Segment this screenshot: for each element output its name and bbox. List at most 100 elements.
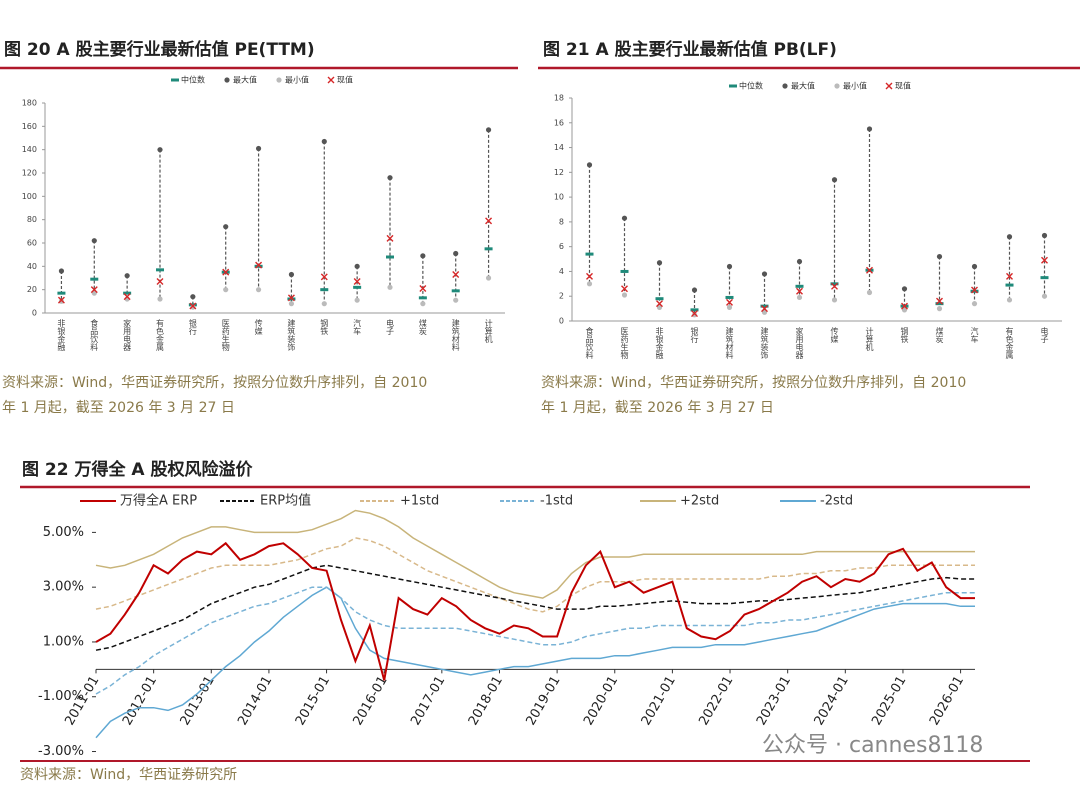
y-tick-label: 40 <box>27 262 37 271</box>
data-point <box>386 255 394 259</box>
category-label: 建筑装饰 <box>760 326 769 360</box>
data-point <box>971 263 978 270</box>
data-point <box>485 217 493 225</box>
category-label: 食品饮料 <box>90 318 99 352</box>
category-label: 钢铁 <box>320 318 329 336</box>
x-tick-label: 2024-01 <box>812 674 852 729</box>
data-point <box>1040 276 1049 280</box>
data-point <box>901 302 908 310</box>
data-point <box>621 285 628 293</box>
x-tick-label: 2014-01 <box>235 674 275 729</box>
category-label: 钢铁 <box>900 326 909 344</box>
data-point <box>320 273 328 281</box>
legend-swatch <box>729 84 737 88</box>
y-tick-label: -3.00% <box>38 744 84 759</box>
legend-swatch <box>834 83 840 89</box>
data-point <box>190 294 196 300</box>
data-point <box>831 282 838 290</box>
data-point <box>586 272 593 280</box>
category-label: 煤炭 <box>935 326 944 344</box>
data-point <box>866 266 873 274</box>
watermark: 公众号 · cannes8118 <box>762 733 983 758</box>
data-point <box>418 296 427 300</box>
source-note: 资料来源：Wind，华西证券研究所，按照分位数升序排列，自 2010 <box>2 375 427 391</box>
category-label: 传媒 <box>254 318 263 336</box>
y-tick-label: 1.00% <box>43 634 84 649</box>
data-point <box>453 250 459 257</box>
data-point <box>1041 256 1048 264</box>
x-tick-label: 2026-01 <box>927 674 967 729</box>
data-point <box>156 268 164 272</box>
data-point <box>585 252 594 256</box>
legend-swatch <box>327 76 335 84</box>
category-label: 煤炭 <box>418 318 427 336</box>
category-label: 家用电器 <box>795 326 804 360</box>
data-point <box>189 302 197 310</box>
category-label: 汽车 <box>970 326 979 344</box>
data-point <box>255 261 263 269</box>
data-point <box>795 284 804 288</box>
y-tick-label: -1.00% <box>38 689 84 704</box>
source-note: 资料来源：Wind，华西证券研究所 <box>20 767 237 783</box>
data-point <box>452 271 460 278</box>
x-tick-label: 2025-01 <box>869 674 909 729</box>
x-tick-label: 2017-01 <box>408 674 448 729</box>
data-point <box>287 294 295 302</box>
x-tick-label: 2016-01 <box>351 674 391 729</box>
x-tick-label: 2013-01 <box>178 674 218 729</box>
category-label: 家用电器 <box>123 318 132 352</box>
data-point <box>621 215 628 221</box>
category-label: 建筑材料 <box>725 326 734 360</box>
legend-swatch <box>782 83 788 89</box>
data-point <box>288 271 295 278</box>
data-point <box>321 301 327 307</box>
data-point <box>223 287 229 293</box>
data-point <box>830 282 839 286</box>
category-label: 医药生物 <box>620 327 629 360</box>
data-point <box>690 308 699 312</box>
data-point <box>255 287 262 293</box>
y-tick-label: 14 <box>554 143 564 152</box>
data-point <box>1006 297 1013 303</box>
legend-label: 最小值 <box>285 75 309 85</box>
data-point <box>387 175 393 181</box>
category-label: 银行 <box>188 318 197 336</box>
data-point <box>656 300 663 308</box>
data-point <box>419 285 427 292</box>
y-tick-label: 12 <box>554 168 564 177</box>
y-tick-label: 5.00% <box>43 525 84 540</box>
x-tick-label: 2019-01 <box>523 674 563 729</box>
legend-label: +1std <box>400 494 439 509</box>
y-tick-label: 6 <box>559 242 564 251</box>
data-point <box>620 269 629 273</box>
y-tick-label: 100 <box>22 192 37 201</box>
data-point <box>484 247 493 251</box>
y-tick-label: 60 <box>27 239 37 248</box>
data-point <box>1006 234 1013 240</box>
data-point <box>970 289 979 293</box>
data-point <box>901 286 908 292</box>
data-point <box>288 301 295 307</box>
series-line <box>95 537 975 613</box>
data-point <box>726 263 733 270</box>
y-tick-label: 140 <box>22 145 37 154</box>
y-tick-label: 4 <box>559 267 564 276</box>
data-point <box>866 126 873 132</box>
data-point <box>725 295 734 299</box>
data-point <box>796 294 803 301</box>
category-label: 医药生物 <box>221 319 230 352</box>
y-tick-label: 20 <box>27 285 37 294</box>
legend-label: 万得全A ERP <box>120 493 197 509</box>
legend-label: -2std <box>820 494 853 509</box>
data-point <box>90 277 99 281</box>
data-point <box>831 177 838 183</box>
x-tick-label: 2020-01 <box>581 674 621 729</box>
legend-swatch <box>224 77 230 83</box>
category-label: 电子 <box>1040 326 1049 343</box>
series-line <box>95 541 975 681</box>
data-point <box>58 298 65 304</box>
y-tick-label: 0 <box>32 309 37 318</box>
y-tick-label: 0 <box>559 317 564 326</box>
data-point <box>1041 293 1048 299</box>
